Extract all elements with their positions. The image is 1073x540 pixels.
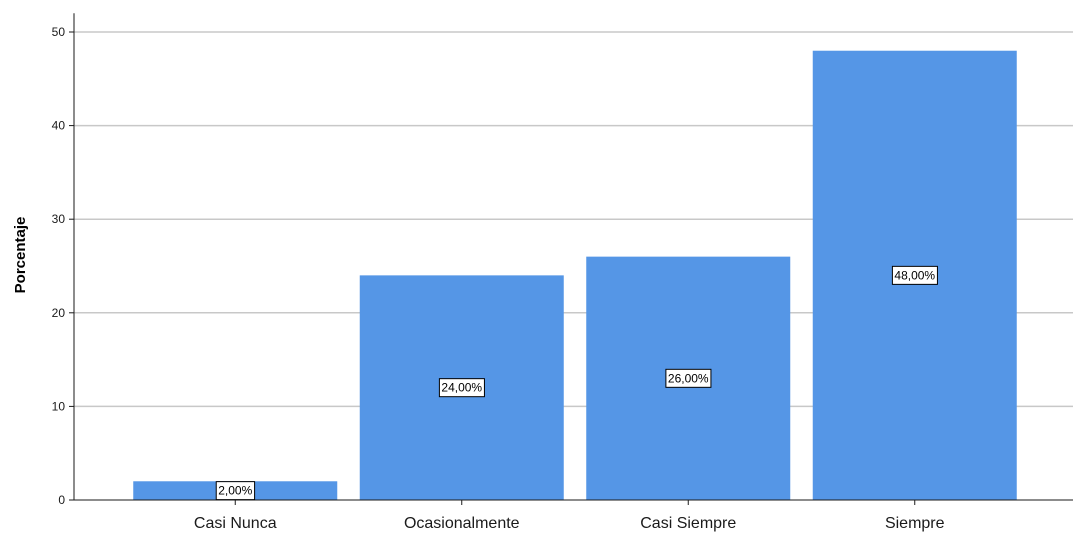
y-tick-label-0: 0	[58, 493, 65, 507]
y-tick-label-20: 20	[52, 306, 66, 320]
x-category-label-casi-nunca: Casi Nunca	[194, 515, 277, 532]
x-category-label-casi-siempre: Casi Siempre	[640, 515, 736, 532]
data-label-box-0	[215, 481, 256, 501]
y-tick-label-10: 10	[52, 399, 66, 413]
data-label-box-2	[665, 368, 712, 388]
data-label-text-0: 2,00%	[218, 484, 252, 498]
y-tick-label-30: 30	[52, 212, 66, 226]
data-label-text-1: 24,00%	[441, 381, 482, 395]
data-labels: 2,00% 24,00% 26,00% 48,00%	[215, 265, 938, 501]
y-tick-label-40: 40	[52, 119, 66, 133]
y-tick-labels: 0 10 20 30 40 50	[52, 25, 74, 507]
data-label-box-1	[438, 378, 485, 398]
data-label-text-2: 26,00%	[668, 371, 709, 385]
x-category-labels: Casi Nunca Ocasionalmente Casi Siempre Siem…	[194, 500, 945, 532]
y-axis-label: Porcentaje	[12, 217, 29, 294]
data-label-text-3: 48,00%	[894, 268, 935, 282]
data-label-2: 26,00%	[665, 368, 712, 388]
data-label-1: 24,00%	[438, 378, 485, 398]
data-label-0: 2,00%	[215, 481, 256, 501]
x-category-label-ocasionalmente: Ocasionalmente	[404, 515, 520, 532]
data-label-box-3	[891, 265, 938, 285]
x-category-label-siempre: Siempre	[885, 515, 945, 532]
y-tick-label-50: 50	[52, 25, 66, 39]
bars	[133, 50, 1017, 500]
data-label-3: 48,00%	[891, 265, 938, 285]
